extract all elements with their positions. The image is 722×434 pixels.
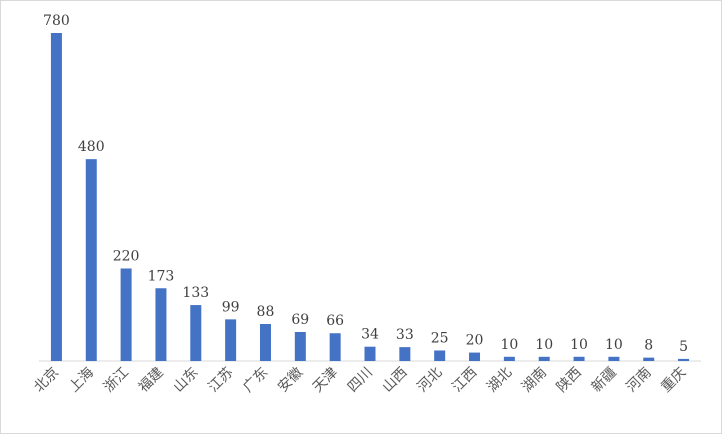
bar-16: [573, 356, 585, 361]
data-label-12: 25: [431, 330, 449, 346]
x-tick-label-8: 安徽: [275, 365, 306, 396]
data-label-19: 5: [679, 339, 688, 355]
bar-4: [155, 288, 167, 361]
data-label-3: 220: [113, 248, 140, 264]
bar-12: [434, 350, 446, 361]
x-tick-label-16: 陕西: [554, 365, 585, 396]
bar-10: [364, 346, 376, 361]
x-tick-label-9: 天津: [310, 365, 341, 396]
data-label-11: 33: [396, 327, 414, 343]
x-tick-label-5: 山东: [171, 365, 202, 396]
data-label-2: 480: [78, 139, 105, 155]
bar-15: [538, 356, 550, 361]
x-tick-label-14: 湖北: [484, 365, 515, 396]
x-tick-label-12: 河北: [414, 365, 445, 396]
data-label-9: 66: [326, 313, 344, 329]
data-label-8: 69: [291, 312, 309, 328]
x-tick-label-2: 上海: [66, 365, 97, 396]
bar-1: [50, 33, 62, 361]
x-tick-label-7: 广东: [240, 365, 271, 396]
data-label-14: 10: [500, 337, 518, 353]
bar-5: [190, 305, 202, 361]
data-label-13: 20: [466, 333, 484, 349]
x-tick-label-3: 浙江: [101, 365, 132, 396]
x-tick-label-17: 新疆: [589, 365, 620, 396]
bar-6: [225, 319, 237, 361]
bar-3: [120, 268, 132, 361]
x-tick-label-19: 重庆: [658, 365, 689, 396]
bar-7: [259, 323, 271, 361]
data-label-18: 8: [644, 338, 653, 354]
bar-19: [678, 358, 690, 361]
data-label-4: 173: [148, 268, 175, 284]
bar-11: [399, 347, 411, 361]
data-label-1: 780: [43, 13, 70, 29]
data-label-17: 10: [605, 337, 623, 353]
data-label-10: 34: [361, 327, 379, 343]
bar-14: [503, 356, 515, 361]
x-tick-label-15: 湖南: [519, 365, 550, 396]
x-tick-label-18: 河南: [623, 365, 654, 396]
bar-13: [469, 352, 481, 361]
bar-8: [294, 331, 306, 361]
bar-18: [643, 357, 655, 361]
data-label-6: 99: [222, 299, 240, 315]
x-tick-label-1: 北京: [31, 365, 62, 396]
x-tick-label-4: 福建: [136, 365, 167, 396]
x-tick-label-6: 江苏: [205, 365, 236, 396]
data-label-7: 88: [257, 304, 275, 320]
data-label-5: 133: [182, 285, 209, 301]
data-label-16: 10: [570, 337, 588, 353]
bar-2: [85, 159, 97, 361]
x-tick-label-10: 四川: [345, 365, 376, 396]
bar-9: [329, 333, 341, 361]
bar-17: [608, 356, 620, 361]
data-label-15: 10: [535, 337, 553, 353]
x-tick-label-13: 江西: [449, 365, 480, 396]
x-tick-label-11: 山西: [380, 365, 411, 396]
